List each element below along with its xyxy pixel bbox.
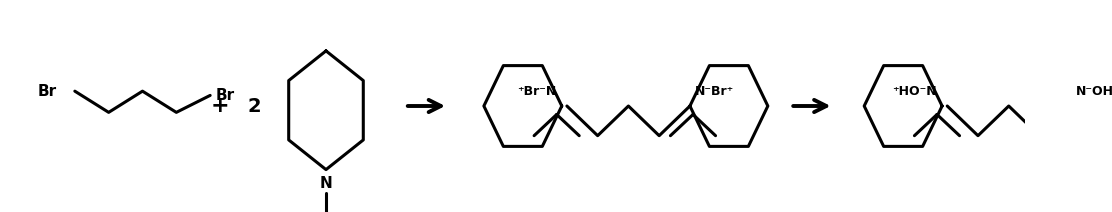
Text: N⁻OH⁺: N⁻OH⁺ bbox=[1075, 85, 1112, 98]
Text: 2: 2 bbox=[248, 96, 261, 116]
Text: ⁺HO⁻N: ⁺HO⁻N bbox=[892, 85, 937, 98]
Text: N: N bbox=[319, 176, 332, 191]
Text: Br: Br bbox=[216, 88, 235, 103]
Text: ⁺Br⁻N: ⁺Br⁻N bbox=[517, 85, 557, 98]
Text: Br: Br bbox=[38, 84, 57, 99]
Text: N⁻Br⁺: N⁻Br⁺ bbox=[695, 85, 734, 98]
Text: +: + bbox=[211, 96, 230, 116]
